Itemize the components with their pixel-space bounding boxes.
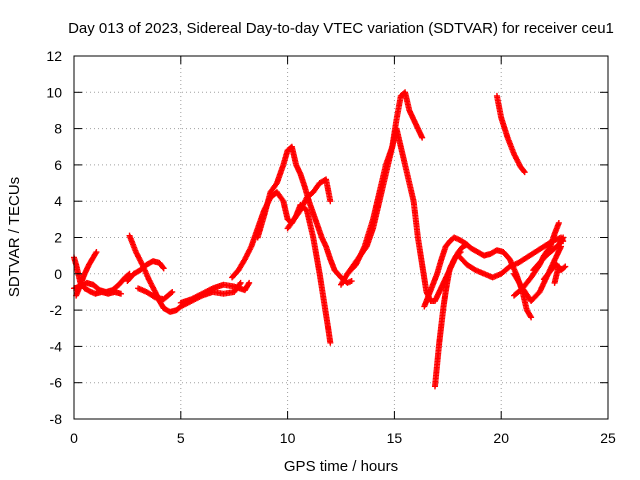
y-axis-label: SDTVAR / TECUs	[6, 177, 23, 297]
x-tick-label: 25	[600, 430, 616, 446]
series-t19	[530, 234, 567, 274]
data-points	[71, 89, 569, 390]
data-point	[562, 263, 569, 270]
y-tick-label: -4	[50, 338, 63, 354]
chart-title: Day 013 of 2023, Sidereal Day-to-day VTE…	[68, 20, 614, 37]
y-tick-label: -8	[50, 411, 63, 427]
x-tick-label: 20	[493, 430, 509, 446]
data-point	[160, 265, 167, 272]
data-point	[245, 281, 252, 288]
y-tick-label: 10	[46, 84, 62, 100]
y-tick-label: 8	[54, 121, 62, 137]
data-point	[117, 290, 124, 297]
data-point	[555, 263, 562, 270]
series-t6	[135, 285, 176, 303]
x-tick-label: 10	[280, 430, 296, 446]
series-t16	[493, 92, 528, 176]
series-t10	[284, 176, 334, 232]
data-point	[159, 264, 166, 271]
data-point	[528, 314, 535, 321]
data-point	[327, 339, 334, 346]
data-point	[560, 234, 567, 241]
data-point	[521, 169, 528, 176]
data-point	[169, 288, 176, 295]
data-point	[93, 249, 100, 256]
data-point	[527, 313, 534, 320]
x-tick-label: 0	[70, 430, 78, 446]
y-tick-label: 6	[54, 157, 62, 173]
data-point	[168, 289, 175, 296]
data-point	[520, 168, 527, 175]
axis-ticks: 0 5 10 15 20 25 -8 -6 -4 -2 0 2 4 6 8 10 12	[46, 48, 616, 446]
y-tick-label: 0	[54, 266, 62, 282]
series-t21	[551, 263, 562, 286]
series-t7	[177, 279, 253, 306]
data-point	[561, 264, 568, 271]
y-tick-label: 12	[46, 48, 62, 64]
x-tick-label: 5	[177, 430, 185, 446]
data-point	[559, 235, 566, 242]
data-point	[555, 219, 562, 226]
series-t5	[124, 258, 167, 285]
y-tick-label: -2	[50, 302, 63, 318]
data-point	[237, 279, 244, 286]
y-tick-label: 2	[54, 230, 62, 246]
data-point	[327, 198, 334, 205]
series-t14	[431, 241, 471, 390]
y-tick-label: -6	[50, 375, 63, 391]
x-axis-label: GPS time / hours	[284, 458, 398, 475]
data-point	[464, 241, 471, 248]
data-point	[348, 278, 355, 285]
data-point	[419, 134, 426, 141]
data-point	[279, 196, 286, 203]
x-tick-label: 15	[387, 430, 403, 446]
y-tick-label: 4	[54, 193, 62, 209]
data-point	[246, 279, 253, 286]
